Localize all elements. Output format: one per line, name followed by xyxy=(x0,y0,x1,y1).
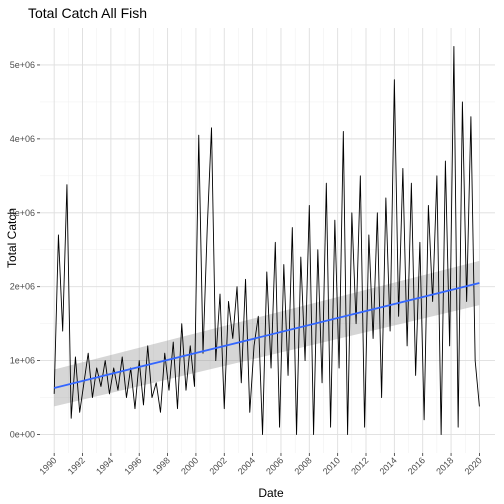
confidence-band-area xyxy=(54,260,480,407)
x-tick-label: 1994 xyxy=(94,455,115,476)
y-tick-label: 2e+06 xyxy=(10,282,35,292)
chart-title: Total Catch All Fish xyxy=(28,5,147,21)
trend-lines xyxy=(53,282,480,389)
x-tick-label: 2016 xyxy=(406,455,427,476)
trend-line xyxy=(53,282,480,389)
x-tick-label: 2018 xyxy=(434,455,455,476)
series-lines xyxy=(53,46,480,435)
y-tick-label: 1e+06 xyxy=(10,356,35,366)
y-tick-label: 0e+00 xyxy=(10,430,35,440)
x-tick-label: 1990 xyxy=(37,455,58,476)
x-tick-label: 1998 xyxy=(151,455,172,476)
y-axis-ticks: 0e+00 1e+06 2e+06 3e+06 4e+06 5e+06 xyxy=(10,60,40,440)
x-tick-label: 2006 xyxy=(264,455,285,476)
y-tick-label: 3e+06 xyxy=(10,208,35,218)
x-tick-label: 2020 xyxy=(463,455,484,476)
x-axis-title: Date xyxy=(258,486,284,500)
x-tick-label: 2002 xyxy=(207,455,228,476)
x-tick-label: 1996 xyxy=(122,455,143,476)
x-tick-label: 1992 xyxy=(66,455,87,476)
y-tick-label: 5e+06 xyxy=(10,60,35,70)
confidence-band xyxy=(54,260,480,407)
x-tick-label: 2000 xyxy=(179,455,200,476)
y-axis-title: Total Catch xyxy=(5,208,19,268)
x-tick-label: 2004 xyxy=(236,455,257,476)
x-axis-ticks: 1990 1992 1994 1996 1998 2000 2002 2004 2006 2008… xyxy=(37,453,484,477)
x-tick-label: 2012 xyxy=(349,455,370,476)
series-line-0 xyxy=(53,46,480,435)
x-tick-label: 2014 xyxy=(378,455,399,476)
x-tick-label: 2010 xyxy=(321,455,342,476)
y-tick-label: 4e+06 xyxy=(10,134,35,144)
x-tick-label: 2008 xyxy=(292,455,313,476)
